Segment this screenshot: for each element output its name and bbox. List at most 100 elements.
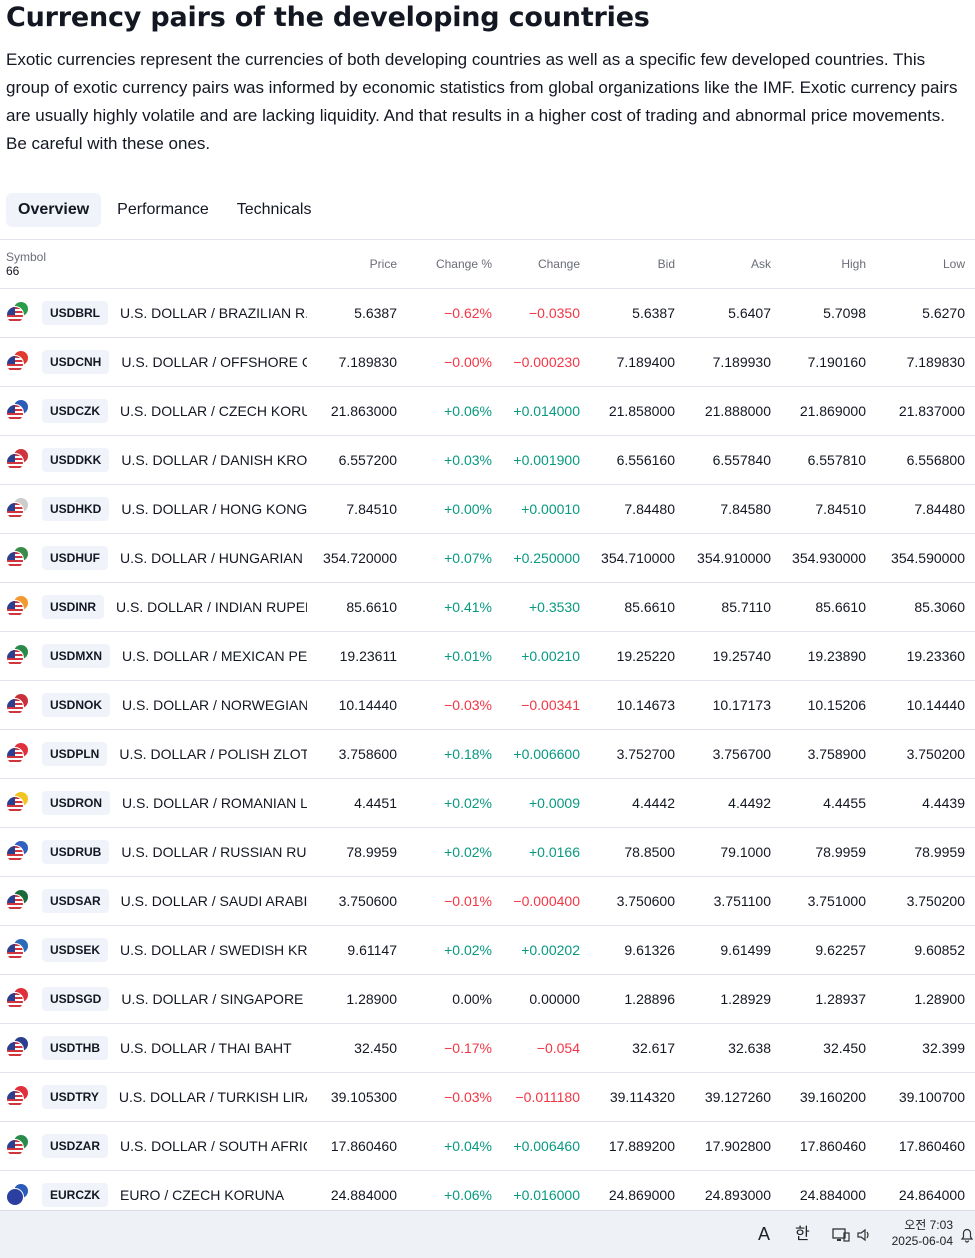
pair-name[interactable]: U.S. DOLLAR / SOUTH AFRIC... — [120, 1138, 307, 1154]
table-row[interactable]: USDMXN U.S. DOLLAR / MEXICAN PESO 19.23611… — [0, 631, 975, 681]
table-row[interactable]: USDTRY U.S. DOLLAR / TURKISH LIRA 39.10530… — [0, 1072, 975, 1122]
currency-flags-icon — [6, 1037, 28, 1059]
ticker-badge[interactable]: USDCZK — [42, 399, 108, 423]
pair-name[interactable]: EURO / CZECH KORUNA — [120, 1187, 285, 1204]
network-icon[interactable] — [832, 1211, 850, 1258]
ticker-badge[interactable]: USDRON — [42, 791, 111, 815]
tab-performance[interactable]: Performance — [117, 201, 209, 218]
ticker-badge[interactable]: USDINR — [42, 595, 105, 619]
column-header-high[interactable]: High — [841, 257, 866, 271]
ticker-badge[interactable]: USDHUF — [42, 546, 108, 570]
ticker-badge[interactable]: USDSAR — [42, 889, 109, 913]
ask-cell: 6.557840 — [712, 452, 771, 468]
currency-flags-icon — [6, 988, 28, 1010]
symbol-cell: USDTRY U.S. DOLLAR / TURKISH LIRA — [0, 1073, 307, 1122]
column-header-change[interactable]: Change — [537, 257, 580, 271]
taskbar-clock[interactable]: 오전 7:03 2025-06-04 — [892, 1217, 953, 1249]
table-row[interactable]: USDSGD U.S. DOLLAR / SINGAPORE D... 1.2890… — [0, 974, 975, 1024]
low-cell: 3.750200 — [906, 893, 965, 909]
symbol-wrap: USDSAR U.S. DOLLAR / SAUDI ARABI... — [6, 889, 307, 913]
pair-name[interactable]: U.S. DOLLAR / SINGAPORE D... — [121, 991, 307, 1007]
ime-hangul-indicator[interactable]: 한 — [795, 1226, 810, 1243]
ticker-badge[interactable]: USDSGD — [42, 987, 110, 1011]
pair-name[interactable]: U.S. DOLLAR / TURKISH LIRA — [118, 1089, 307, 1105]
volume-icon[interactable] — [856, 1211, 872, 1258]
ticker-badge[interactable]: USDTHB — [42, 1036, 108, 1060]
column-header-bid[interactable]: Bid — [657, 257, 675, 271]
table-row[interactable]: USDINR U.S. DOLLAR / INDIAN RUPEE 85.6610 +… — [0, 582, 975, 632]
ticker-badge[interactable]: USDTRY — [42, 1085, 107, 1109]
ticker-badge[interactable]: USDSEK — [42, 938, 109, 962]
us-flag-icon — [6, 600, 24, 618]
pair-name[interactable]: U.S. DOLLAR / BRAZILIAN R... — [120, 305, 307, 321]
pair-name[interactable]: U.S. DOLLAR / DANISH KRONE — [121, 452, 307, 468]
currency-flags-icon — [6, 302, 28, 324]
pair-name[interactable]: U.S. DOLLAR / OFFSHORE C... — [121, 354, 307, 370]
table-row[interactable]: EURCZK EURO / CZECH KORUNA 24.884000 +0.06%… — [0, 1170, 975, 1211]
pair-name[interactable]: U.S. DOLLAR / HONG KONG ... — [121, 501, 307, 517]
change-pct-cell: −0.03% — [444, 1089, 492, 1105]
low-cell: 354.590000 — [891, 550, 965, 566]
low-cell: 7.84480 — [914, 501, 965, 517]
column-header-price[interactable]: Price — [369, 257, 397, 271]
price-cell: 17.860460 — [330, 1138, 397, 1154]
us-flag-icon — [6, 404, 24, 422]
ticker-badge[interactable]: USDBRL — [42, 301, 108, 325]
pair-name[interactable]: U.S. DOLLAR / SAUDI ARABI... — [120, 893, 307, 909]
pair-name[interactable]: U.S. DOLLAR / HUNGARIAN ... — [120, 550, 307, 566]
table-row[interactable]: USDZAR U.S. DOLLAR / SOUTH AFRIC... 17.860… — [0, 1121, 975, 1171]
change-cell: +0.001900 — [513, 452, 580, 468]
high-cell: 7.84510 — [815, 501, 866, 517]
pair-name[interactable]: U.S. DOLLAR / MEXICAN PESO — [122, 648, 307, 664]
table-row[interactable]: USDSEK U.S. DOLLAR / SWEDISH KRO... 9.6114… — [0, 925, 975, 975]
table-row[interactable]: USDCZK U.S. DOLLAR / CZECH KORU... 21.8630… — [0, 386, 975, 436]
table-row[interactable]: USDSAR U.S. DOLLAR / SAUDI ARABI... 3.7506… — [0, 876, 975, 926]
high-cell: 85.6610 — [815, 599, 866, 615]
symbol-cell: USDSEK U.S. DOLLAR / SWEDISH KRO... — [0, 926, 307, 975]
price-cell: 39.105300 — [330, 1089, 397, 1105]
table-row[interactable]: USDCNH U.S. DOLLAR / OFFSHORE C... 7.18983… — [0, 337, 975, 387]
tab-bar: Overview Performance Technicals — [6, 193, 327, 227]
ticker-badge[interactable]: USDNOK — [42, 693, 111, 717]
ticker-badge[interactable]: USDMXN — [42, 644, 111, 668]
ticker-badge[interactable]: USDHKD — [42, 497, 110, 521]
column-header-symbol[interactable]: Symbol 66 — [0, 240, 307, 289]
table-row[interactable]: USDDKK U.S. DOLLAR / DANISH KRONE 6.557200… — [0, 435, 975, 485]
table-row[interactable]: USDRUB U.S. DOLLAR / RUSSIAN RUB... 78.995… — [0, 827, 975, 877]
pair-name[interactable]: U.S. DOLLAR / INDIAN RUPEE — [116, 599, 307, 615]
table-row[interactable]: USDRON U.S. DOLLAR / ROMANIAN L... 4.4451 +… — [0, 778, 975, 828]
column-header-ask[interactable]: Ask — [750, 257, 771, 271]
column-header-change-pct[interactable]: Change % — [435, 257, 492, 271]
currency-flags-icon — [6, 596, 28, 618]
column-header-low[interactable]: Low — [942, 257, 965, 271]
ticker-badge[interactable]: USDRUB — [42, 840, 110, 864]
pair-name[interactable]: U.S. DOLLAR / THAI BAHT — [120, 1040, 292, 1056]
ime-alpha-indicator[interactable]: A — [758, 1224, 771, 1244]
tab-technicals[interactable]: Technicals — [236, 201, 312, 218]
pair-name[interactable]: U.S. DOLLAR / RUSSIAN RUB... — [121, 844, 307, 860]
table-row[interactable]: USDPLN U.S. DOLLAR / POLISH ZLOTY 3.758600… — [0, 729, 975, 779]
ticker-badge[interactable]: USDDKK — [42, 448, 110, 472]
table-row[interactable]: USDNOK U.S. DOLLAR / NORWEGIAN ... 10.1444… — [0, 680, 975, 730]
ticker-badge[interactable]: USDPLN — [42, 742, 108, 766]
ticker-badge[interactable]: EURCZK — [42, 1183, 108, 1208]
change-cell: +0.006600 — [513, 746, 580, 762]
pair-name[interactable]: U.S. DOLLAR / POLISH ZLOTY — [119, 746, 307, 762]
high-cell: 1.28937 — [815, 991, 866, 1007]
notification-bell-icon[interactable] — [960, 1211, 974, 1258]
price-cell: 78.9959 — [346, 844, 397, 860]
ask-cell: 7.189930 — [712, 354, 771, 370]
pair-name[interactable]: U.S. DOLLAR / CZECH KORU... — [120, 403, 307, 419]
high-cell: 9.62257 — [815, 942, 866, 958]
table-row[interactable]: USDHUF U.S. DOLLAR / HUNGARIAN ... 354.720… — [0, 533, 975, 583]
pair-name[interactable]: U.S. DOLLAR / ROMANIAN L... — [122, 795, 307, 811]
pair-name[interactable]: U.S. DOLLAR / SWEDISH KRO... — [120, 942, 307, 958]
ticker-badge[interactable]: USDZAR — [42, 1134, 108, 1158]
ticker-badge[interactable]: USDCNH — [42, 350, 110, 374]
pair-name[interactable]: U.S. DOLLAR / NORWEGIAN ... — [122, 697, 307, 713]
table-row[interactable]: USDTHB U.S. DOLLAR / THAI BAHT 32.450 −0.17… — [0, 1023, 975, 1073]
table-row[interactable]: USDBRL U.S. DOLLAR / BRAZILIAN R... 5.6387… — [0, 288, 975, 338]
table-row[interactable]: USDHKD U.S. DOLLAR / HONG KONG ... 7.84510… — [0, 484, 975, 534]
tab-overview[interactable]: Overview — [6, 193, 102, 227]
price-cell: 9.61147 — [347, 942, 397, 958]
